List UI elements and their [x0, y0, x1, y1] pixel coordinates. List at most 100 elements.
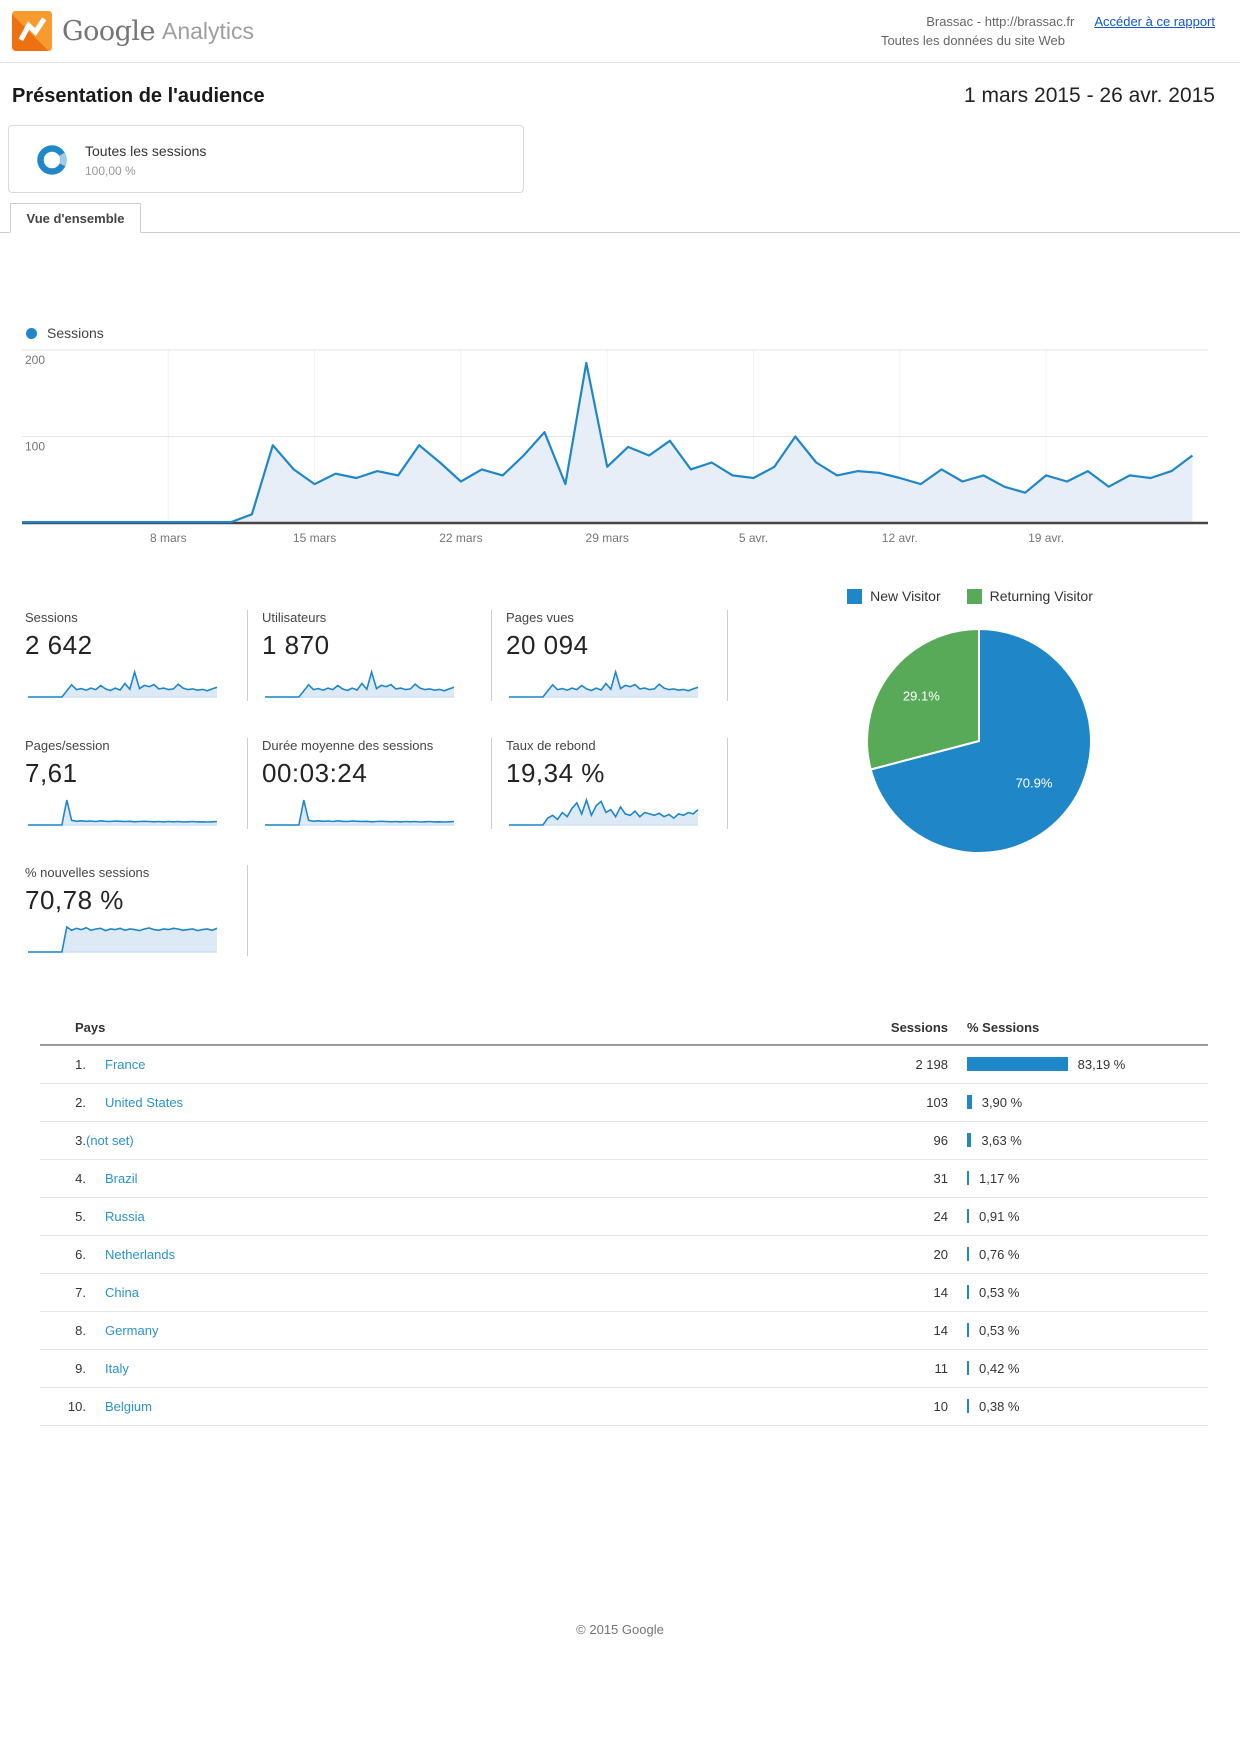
country-link[interactable]: Belgium	[105, 1398, 152, 1414]
metric-card-new-sessions: % nouvelles sessions 70,78 %	[25, 865, 248, 956]
product-suffix: Analytics	[161, 17, 255, 44]
country-link[interactable]: Brazil	[105, 1170, 138, 1186]
pct-bar	[967, 1247, 969, 1261]
row-rank: 9.	[40, 1349, 86, 1388]
row-sessions: 14	[828, 1311, 948, 1350]
metric-card-bounce-rate: Taux de rebond 19,34 %	[492, 738, 728, 829]
pct-bar	[967, 1361, 969, 1375]
country-table: Pays Sessions % Sessions 1. France 2 198 83…	[40, 1012, 1208, 1426]
metric-label: Durée moyenne des sessions	[262, 738, 434, 753]
metric-sparkline	[28, 669, 218, 698]
country-link[interactable]: Italy	[105, 1360, 129, 1376]
pct-label: 0,53 %	[979, 1284, 1020, 1300]
country-link[interactable]: United States	[105, 1094, 184, 1110]
sessions-legend: Sessions	[26, 325, 104, 341]
metric-sparkline	[509, 669, 699, 698]
logo: Google Analytics	[12, 11, 254, 51]
row-pct-sessions: 0,91 %	[948, 1197, 1208, 1236]
pie-slice-label: 29.1%	[903, 689, 940, 704]
pct-label: 0,42 %	[979, 1360, 1020, 1376]
x-axis-label: 15 mars	[293, 531, 336, 545]
country-link[interactable]: (not set)	[86, 1132, 134, 1148]
footer-copyright: © 2015 Google	[576, 1622, 664, 1637]
metric-label: Pages/session	[25, 738, 110, 753]
pct-bar	[967, 1133, 972, 1147]
pct-label: 0,38 %	[979, 1398, 1020, 1414]
visitor-type-pie-chart: 70.9% 29.1%	[866, 627, 1093, 854]
row-pct-sessions: 0,53 %	[948, 1273, 1208, 1312]
row-rank: 4.	[40, 1159, 86, 1198]
col-header-country: Pays	[40, 1012, 828, 1046]
visitor-type-legend: New Visitor Returning Visitor	[790, 588, 1150, 604]
table-row: 1. France 2 198 83,19 %	[40, 1045, 1208, 1084]
row-country: Belgium	[86, 1387, 828, 1426]
y-axis-label: 200	[25, 353, 45, 367]
pct-bar	[967, 1209, 969, 1223]
country-link[interactable]: France	[105, 1056, 146, 1072]
metric-row-3: % nouvelles sessions 70,78 %	[25, 865, 248, 956]
new-visitor-swatch-icon	[847, 588, 863, 604]
row-country: Russia	[86, 1197, 828, 1236]
row-pct-sessions: 3,63 %	[948, 1121, 1208, 1160]
metric-value: 7,61	[25, 758, 78, 788]
row-sessions: 10	[828, 1387, 948, 1426]
y-axis-label: 100	[25, 440, 45, 454]
pie-slice	[866, 627, 980, 771]
row-country: Italy	[86, 1349, 828, 1388]
row-sessions: 14	[828, 1273, 948, 1312]
metric-label: Sessions	[25, 610, 78, 625]
x-axis-label: 12 avr.	[882, 531, 918, 545]
table-row: 10. Belgium 10 0,38 %	[40, 1387, 1208, 1426]
metric-value: 20 094	[506, 630, 589, 660]
row-sessions: 31	[828, 1159, 948, 1198]
row-sessions: 96	[828, 1121, 948, 1160]
metric-sparkline	[265, 669, 455, 698]
col-header-pct-sessions: % Sessions	[948, 1012, 1208, 1046]
metric-label: Taux de rebond	[506, 738, 596, 753]
legend-returning-visitor: Returning Visitor	[966, 588, 1093, 604]
row-rank: 3.	[40, 1121, 86, 1160]
pie-slice-label: 70.9%	[1016, 775, 1053, 790]
country-link[interactable]: Russia	[105, 1208, 145, 1224]
metric-value: 1 870	[262, 630, 330, 660]
segment-donut-icon	[37, 145, 67, 175]
metric-sparkline	[28, 925, 218, 953]
metric-card-users: Utilisateurs 1 870	[248, 610, 492, 701]
country-link[interactable]: Netherlands	[105, 1246, 176, 1262]
table-row: 6. Netherlands 20 0,76 %	[40, 1235, 1208, 1274]
row-rank: 8.	[40, 1311, 86, 1350]
x-axis-label: 19 avr.	[1028, 531, 1064, 545]
x-axis-label: 8 mars	[150, 531, 187, 545]
sessions-legend-label: Sessions	[47, 325, 104, 341]
access-report-link[interactable]: Accéder à ce rapport	[1094, 14, 1215, 29]
row-pct-sessions: 0,76 %	[948, 1235, 1208, 1274]
row-pct-sessions: 0,53 %	[948, 1311, 1208, 1350]
pct-label: 0,53 %	[979, 1322, 1020, 1338]
pct-bar	[967, 1399, 969, 1413]
product-name: Google	[62, 15, 155, 47]
segment-chip[interactable]: Toutes les sessions 100,00 %	[8, 125, 524, 193]
metric-card-pages-per-session: Pages/session 7,61	[25, 738, 248, 829]
pct-label: 3,90 %	[981, 1094, 1023, 1110]
country-link[interactable]: Germany	[105, 1322, 159, 1338]
country-table-body: 1. France 2 198 83,19 % 2. United States 103 3,…	[40, 1045, 1208, 1426]
row-country: France	[86, 1045, 828, 1084]
row-rank: 5.	[40, 1197, 86, 1236]
row-rank: 10.	[40, 1387, 86, 1426]
metric-row-1: Sessions 2 642 Utilisateurs 1 870 Pages vues…	[25, 610, 728, 701]
metric-row-2: Pages/session 7,61 Durée moyenne des sessi…	[25, 738, 728, 829]
tab-overview[interactable]: Vue d'ensemble	[10, 203, 141, 233]
x-axis-label: 5 avr.	[739, 531, 768, 545]
pie-slice	[869, 627, 1093, 854]
page-title: Présentation de l'audience	[12, 85, 265, 107]
metric-value: 2 642	[25, 630, 93, 660]
pct-bar	[967, 1057, 1068, 1072]
table-row: 7. China 14 0,53 %	[40, 1273, 1208, 1312]
country-link[interactable]: China	[105, 1284, 139, 1300]
table-row: 9. Italy 11 0,42 %	[40, 1349, 1208, 1388]
tab-divider	[0, 232, 1240, 233]
metric-label: % nouvelles sessions	[25, 865, 150, 880]
metric-sparkline	[509, 797, 699, 826]
metric-label: Pages vues	[506, 610, 574, 625]
table-row: 4. Brazil 31 1,17 %	[40, 1159, 1208, 1198]
